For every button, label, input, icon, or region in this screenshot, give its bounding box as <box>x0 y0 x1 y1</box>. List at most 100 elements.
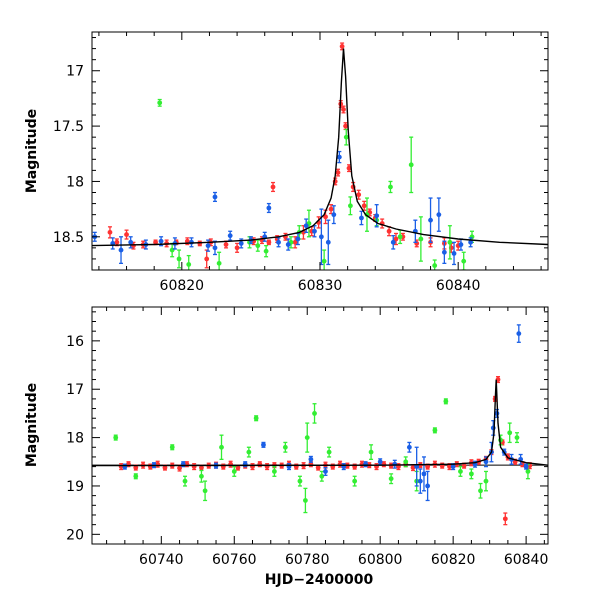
bottom-point-green <box>113 434 119 441</box>
top-panel: Magnitude 60820 60830 60840 17 17.5 18 18.5 <box>24 31 549 294</box>
bottom-point-green <box>199 469 204 483</box>
top-point-red <box>204 249 210 269</box>
top-series-blue <box>92 150 474 266</box>
bottom-point-green <box>507 422 513 444</box>
top-point-red <box>266 239 272 246</box>
bottom-x-tick-label: 60740 <box>139 552 184 568</box>
top-point-green <box>397 229 403 245</box>
top-y-tick-label: 18 <box>66 174 84 190</box>
bottom-series-green <box>113 398 531 514</box>
top-point-blue <box>212 191 218 203</box>
bottom-point-blue <box>523 463 529 470</box>
bottom-point-green <box>352 475 358 487</box>
bottom-point-green <box>368 444 374 461</box>
bottom-point-green <box>133 473 139 480</box>
bottom-y-tick-label: 20 <box>66 527 84 543</box>
top-y-axis-label: Magnitude <box>24 109 40 193</box>
bottom-point-green <box>219 434 224 461</box>
top-x-tick-label: 60830 <box>298 278 343 294</box>
bottom-point-green <box>182 475 188 487</box>
top-y-tick-label: 18.5 <box>53 230 84 246</box>
bottom-frame <box>91 306 549 545</box>
top-point-green <box>255 239 261 252</box>
bottom-point-red <box>502 512 508 526</box>
top-point-blue <box>212 240 218 256</box>
bottom-point-blue <box>483 456 489 468</box>
bottom-point-green <box>246 446 252 458</box>
top-point-blue <box>266 202 272 214</box>
top-point-blue <box>390 235 396 250</box>
bottom-point-blue <box>323 466 328 476</box>
top-point-blue <box>451 241 457 266</box>
bottom-y-tick-label: 16 <box>66 334 84 350</box>
top-point-green <box>447 225 453 260</box>
bottom-point-green <box>169 444 175 451</box>
bottom-point-red <box>512 458 518 465</box>
bottom-series-red <box>118 375 533 526</box>
top-point-green <box>343 128 349 146</box>
top-point-red <box>234 242 240 253</box>
bottom-y-axis-label: Magnitude <box>24 383 40 467</box>
top-frame <box>91 31 549 271</box>
top-point-red <box>107 226 113 239</box>
bottom-x-tick-label: 60800 <box>358 552 403 568</box>
bottom-series-blue <box>122 324 529 502</box>
top-point-blue <box>412 219 418 243</box>
bottom-point-blue <box>516 324 522 343</box>
bottom-x-axis-label: HJD−2400000 <box>265 572 374 588</box>
top-point-green <box>176 249 182 269</box>
bottom-point-green <box>312 403 317 424</box>
top-point-red <box>335 168 341 177</box>
bottom-x-tick-label: 60760 <box>212 552 257 568</box>
bottom-x-tick-label: 60820 <box>431 552 476 568</box>
bottom-point-blue <box>417 468 423 494</box>
bottom-point-red <box>250 463 255 471</box>
top-point-blue <box>331 205 337 225</box>
top-point-green <box>348 196 353 216</box>
top-point-blue <box>276 237 281 248</box>
top-point-red <box>379 218 385 229</box>
top-point-red <box>341 105 346 114</box>
bottom-point-green <box>483 470 489 492</box>
bottom-point-green <box>514 432 520 444</box>
bottom-point-green <box>478 482 483 499</box>
top-x-tick-label: 60820 <box>160 278 205 294</box>
top-point-blue <box>336 150 342 164</box>
top-point-blue <box>118 236 124 265</box>
top-y-tick-label: 17.5 <box>53 119 84 135</box>
top-point-blue <box>359 210 364 226</box>
bottom-point-red <box>191 463 197 471</box>
top-point-green <box>263 244 269 258</box>
top-point-red <box>270 181 276 193</box>
top-model-curve <box>92 48 548 247</box>
top-point-blue <box>227 230 233 241</box>
bottom-point-green <box>304 422 310 453</box>
top-point-green <box>418 216 424 262</box>
top-point-red <box>124 229 129 240</box>
bottom-y-tick-label: 18 <box>66 431 84 447</box>
top-point-green <box>216 251 222 270</box>
bottom-point-green <box>443 398 449 405</box>
bottom-point-green <box>388 473 394 485</box>
top-x-tick-label: 60840 <box>436 278 481 294</box>
top-point-red <box>184 237 190 246</box>
top-point-green <box>408 136 414 194</box>
top-y-tick-label: 17 <box>66 64 84 80</box>
bottom-point-red <box>264 463 270 471</box>
top-point-blue <box>128 236 134 249</box>
top-point-green <box>388 180 393 194</box>
bottom-point-green <box>468 468 474 480</box>
bottom-point-green <box>202 480 208 502</box>
bottom-model-curve <box>92 379 548 467</box>
bottom-panel: Magnitude HJD−2400000 60740 60760 60780 608… <box>24 306 549 588</box>
top-point-red <box>328 204 334 215</box>
top-point-green <box>321 249 327 270</box>
bottom-point-green <box>282 441 288 453</box>
top-point-red <box>386 226 392 237</box>
top-point-blue <box>285 238 291 251</box>
top-point-green <box>461 251 467 270</box>
bottom-point-blue <box>406 441 412 453</box>
bottom-point-green <box>432 427 438 434</box>
top-point-red <box>223 240 229 249</box>
